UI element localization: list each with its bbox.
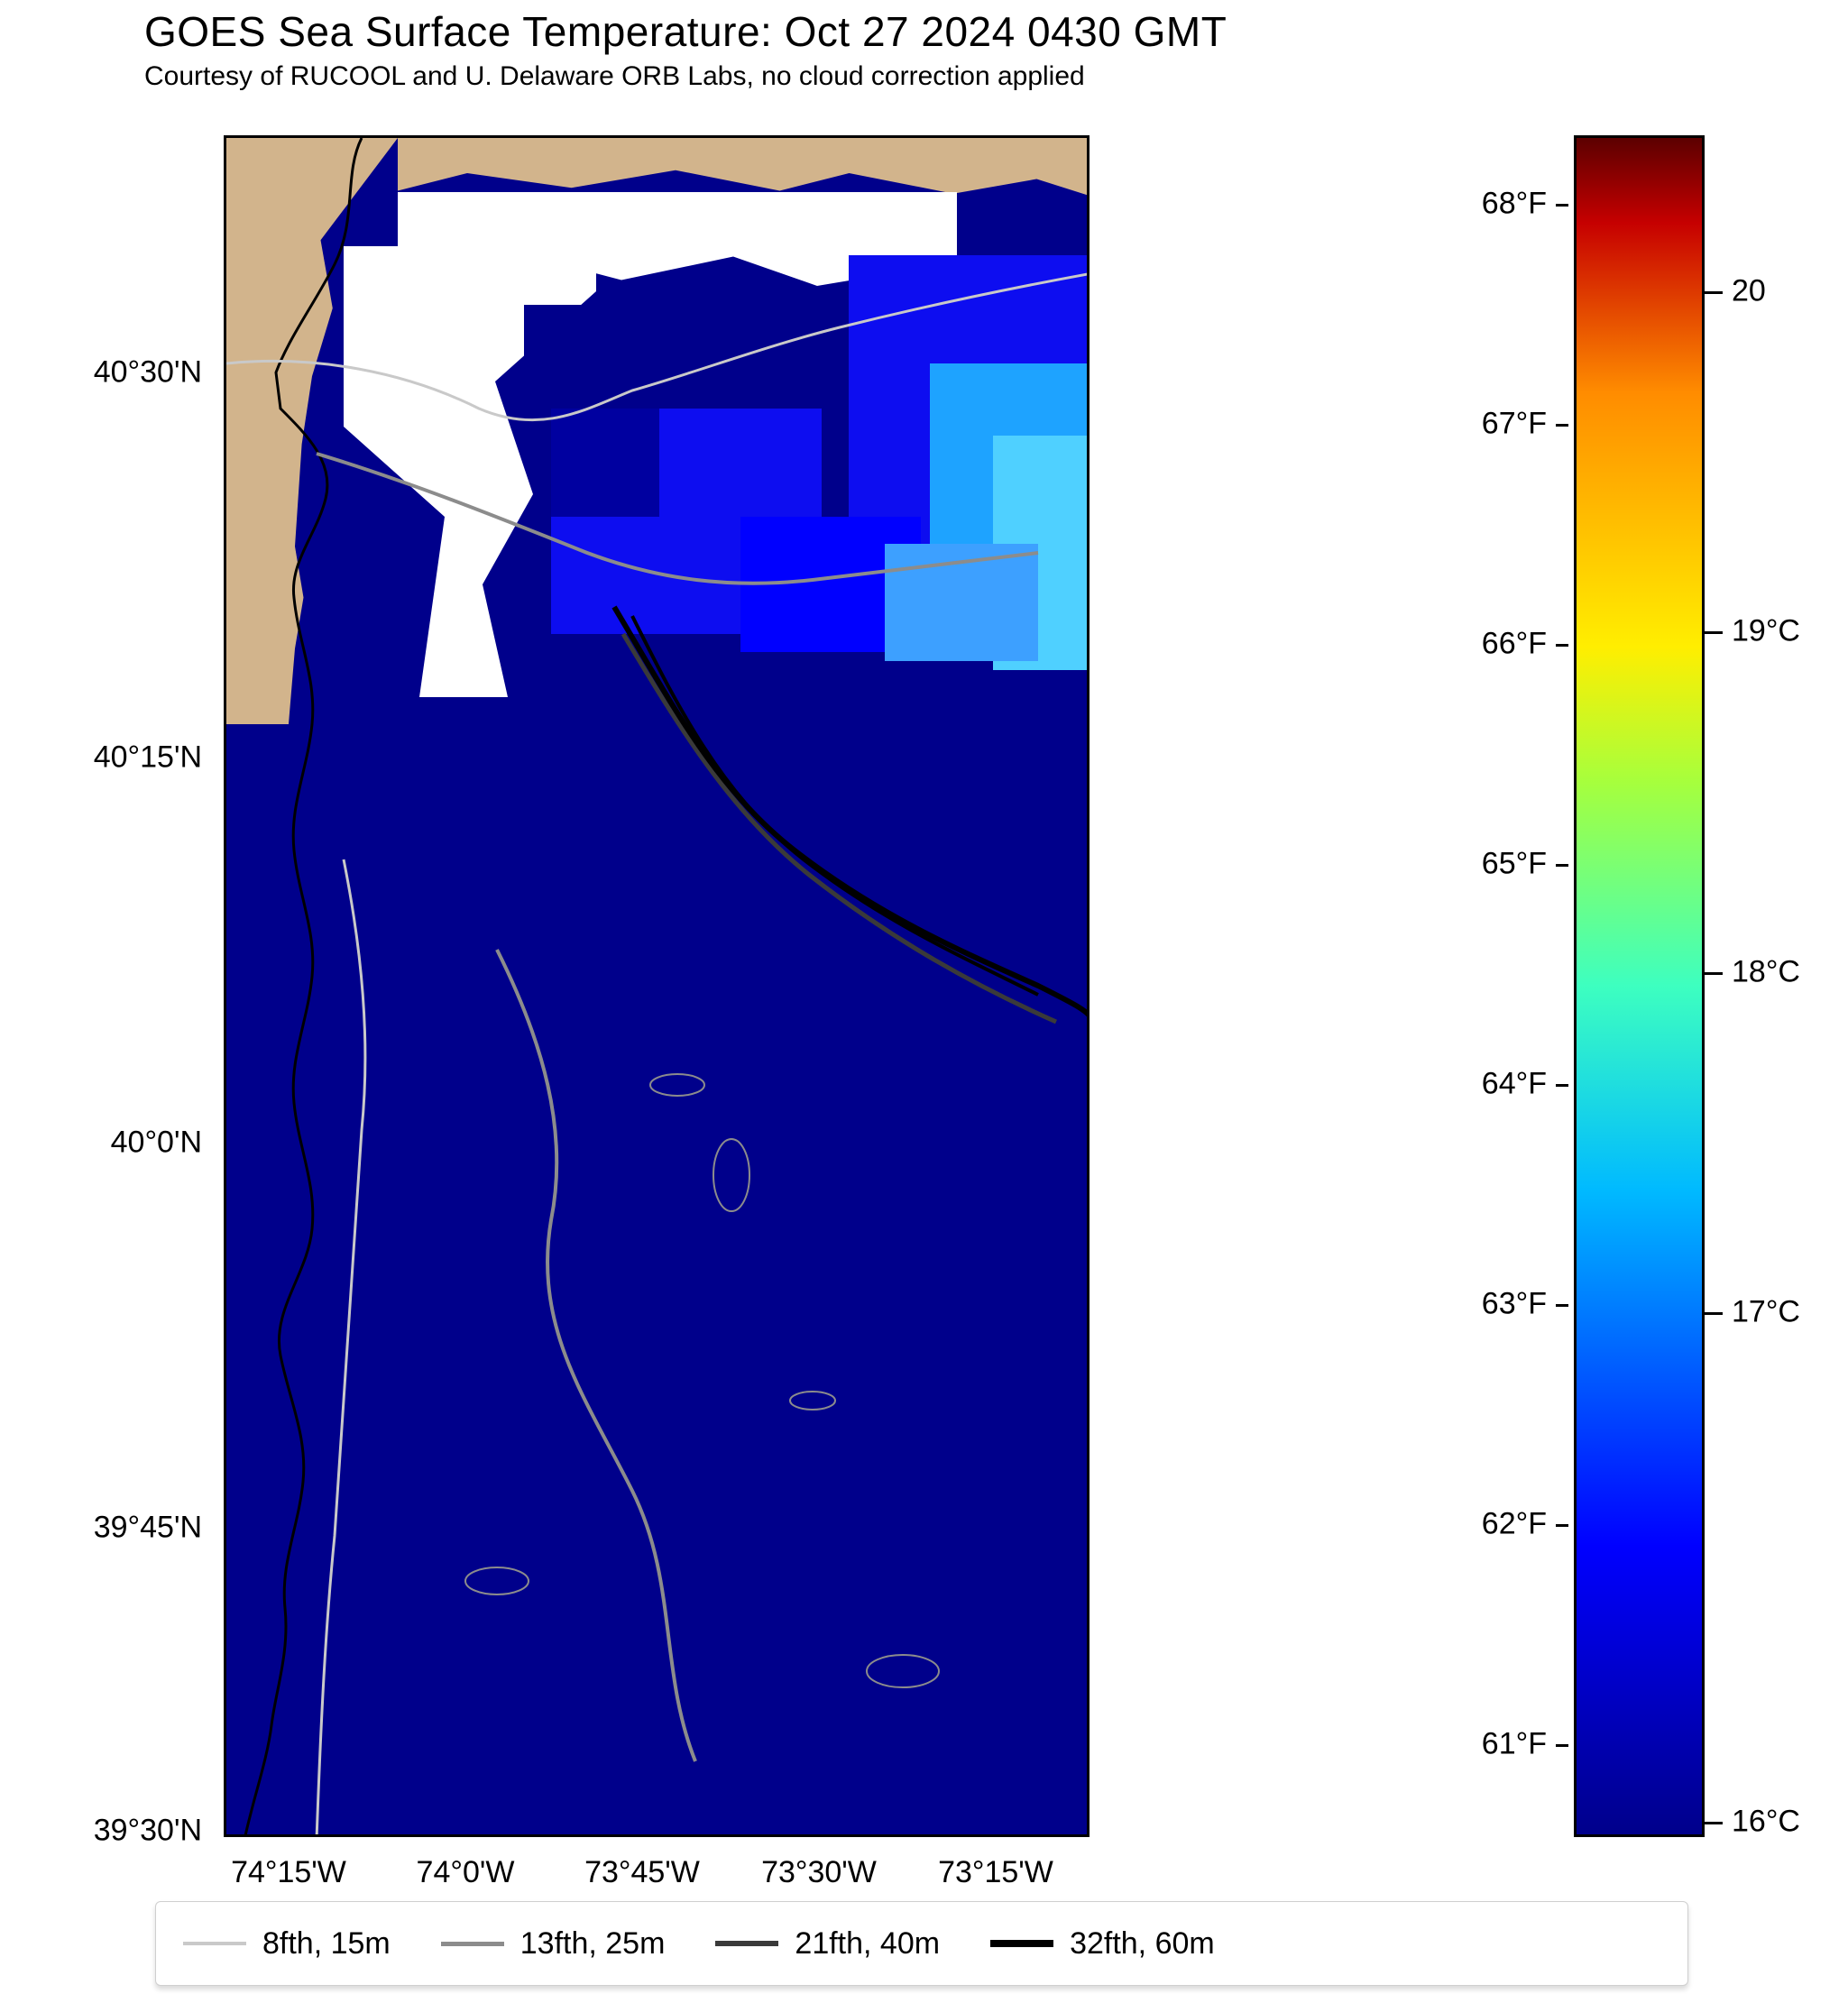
fbar-label-63f: 63°F [1420,1287,1547,1322]
cbar-tick-18c [1705,972,1723,975]
sst-block-dark1 [524,305,849,413]
x-tick-label-2: 73°45'W [570,1855,714,1890]
sst-block-light3 [885,544,1038,661]
sst-block-deep1 [226,724,1089,1837]
fbar-label-68f: 68°F [1420,187,1547,222]
y-tick-label-4: 39°30'N [22,1814,202,1849]
fbar-label-61f: 61°F [1420,1727,1547,1762]
legend-label-21fth: 21fth, 40m [795,1926,940,1962]
cbar-label-16c: 16°C [1732,1805,1800,1840]
sst-map[interactable] [224,135,1089,1837]
sst-map-page: GOES Sea Surface Temperature: Oct 27 202… [0,0,1848,1994]
y-tick-label-3: 39°45'N [22,1511,202,1546]
main-title: GOES Sea Surface Temperature: Oct 27 202… [144,7,1678,56]
cbar-tick-20c [1705,291,1723,294]
fbar-label-67f: 67°F [1420,407,1547,442]
y-tick-label-0: 40°30'N [22,355,202,391]
x-tick-label-1: 74°0'W [393,1855,538,1890]
x-tick-label-4: 73°15'W [924,1855,1068,1890]
fbar-label-65f: 65°F [1420,847,1547,882]
legend-item-32fth[interactable]: 32fth, 60m [990,1926,1215,1962]
sst-block-dark2 [551,409,659,517]
legend-item-8fth[interactable]: 8fth, 15m [183,1926,391,1962]
fbar-label-66f: 66°F [1420,627,1547,662]
x-tick-label-0: 74°15'W [216,1855,361,1890]
y-tick-label-2: 40°0'N [22,1126,202,1161]
fbar-tick-68f [1556,204,1568,207]
cbar-label-19c: 19°C [1732,614,1800,649]
fbar-tick-62f [1556,1524,1568,1527]
legend-swatch-13fth [441,1942,504,1946]
legend-label-8fth: 8fth, 15m [262,1926,391,1962]
depth-contour-legend[interactable]: 8fth, 15m 13fth, 25m 21fth, 40m 32fth, 6… [155,1901,1688,1986]
y-tick-label-1: 40°15'N [22,740,202,776]
title-block: GOES Sea Surface Temperature: Oct 27 202… [144,7,1678,92]
legend-swatch-8fth [183,1942,246,1945]
cbar-label-17c: 17°C [1732,1295,1800,1330]
cbar-tick-16c [1705,1822,1723,1824]
fbar-tick-61f [1556,1744,1568,1747]
fbar-label-64f: 64°F [1420,1067,1547,1102]
cbar-label-18c: 18°C [1732,955,1800,990]
fbar-tick-66f [1556,644,1568,647]
cbar-tick-17c [1705,1312,1723,1315]
fbar-label-62f: 62°F [1420,1507,1547,1542]
legend-item-21fth[interactable]: 21fth, 40m [715,1926,940,1962]
colorbar[interactable]: 20 19°C 18°C 17°C 16°C 68°F 67°F 66°F [1574,135,1705,1837]
x-tick-label-3: 73°30'W [747,1855,891,1890]
cbar-label-20c: 20 [1732,274,1766,309]
fbar-tick-67f [1556,424,1568,427]
fbar-tick-65f [1556,864,1568,867]
legend-label-32fth: 32fth, 60m [1070,1926,1215,1962]
colorbar-gradient [1574,135,1705,1837]
legend-swatch-32fth [990,1940,1053,1947]
fbar-tick-64f [1556,1084,1568,1087]
legend-item-13fth[interactable]: 13fth, 25m [441,1926,666,1962]
legend-label-13fth: 13fth, 25m [520,1926,666,1962]
cbar-tick-19c [1705,631,1723,634]
legend-swatch-21fth [715,1941,778,1946]
sub-title: Courtesy of RUCOOL and U. Delaware ORB L… [144,61,1678,92]
fbar-tick-63f [1556,1304,1568,1307]
